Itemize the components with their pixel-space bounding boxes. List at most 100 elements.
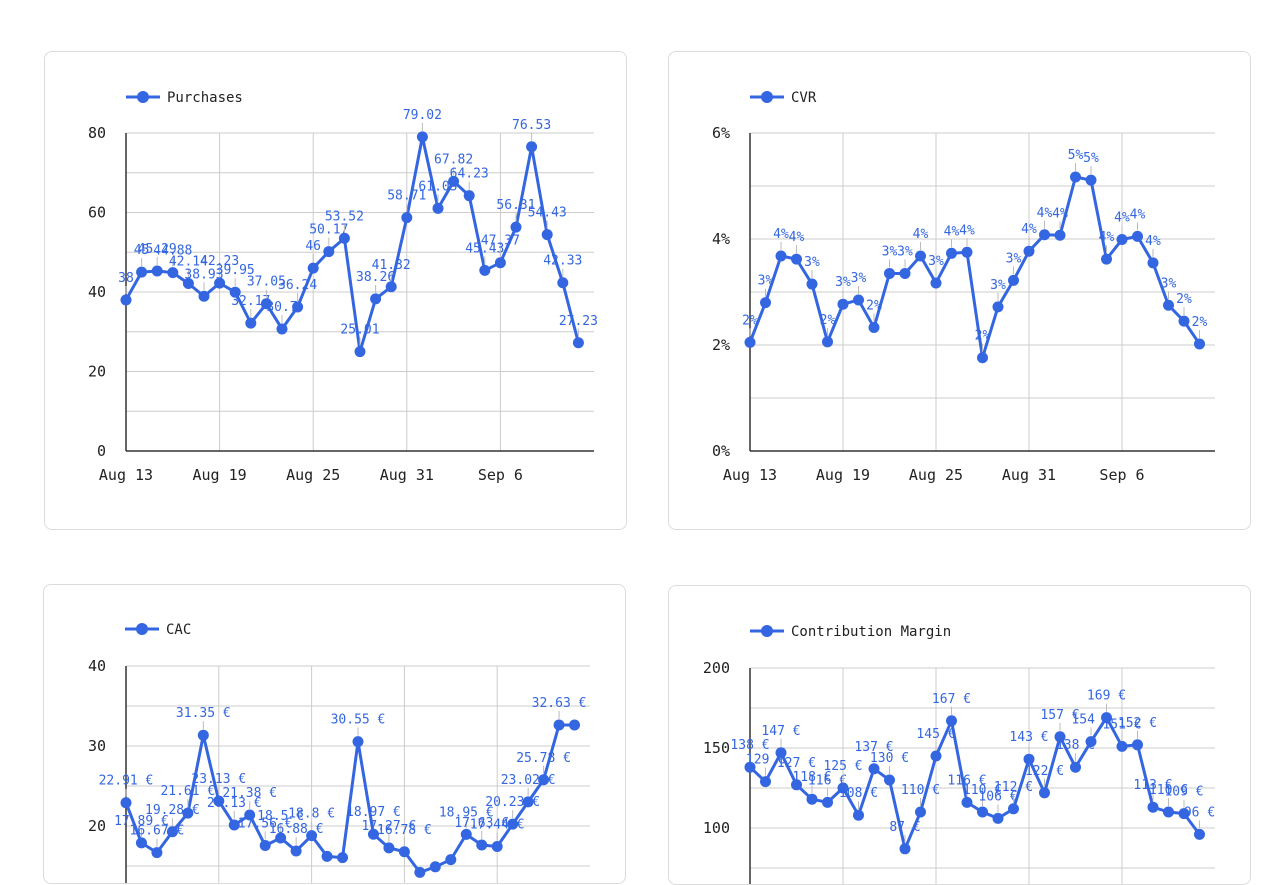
purchases-data-label: 79.02 [403,108,442,123]
contribution-margin-data-label: 96 € [1184,805,1215,820]
y-tick-label: 20 [88,363,106,381]
x-tick-label: Aug 13 [99,466,153,484]
contribution-margin-data-label: 112 € [994,780,1033,795]
purchases-chart-card: 0 20 40 60 80 Aug 13 Aug 19 Aug 25 Aug 31 Sep 6 Pu… [44,51,627,530]
contribution-margin-point [791,779,802,791]
cvr-data-label: 5% [1068,148,1084,163]
cvr-data-label: 5% [1083,151,1099,166]
cac-point [398,846,410,858]
contribution-margin-point [1023,753,1035,765]
purchases-point [167,267,179,279]
cvr-point [1178,315,1190,327]
contribution-margin-data-label: 127 € [777,756,816,771]
cvr-point [868,322,880,334]
cac-data-label: 20.13 € [207,796,262,811]
contribution-margin-point [1070,761,1081,773]
contribution-margin-data-label: 110 € [963,783,1002,798]
cac-chart-card: 20 30 40 CAC 22.91 €17.89 €16.67 €19.28 €21.… [43,584,626,884]
contribution-margin-data-label: 108 € [839,786,878,801]
purchases-point [572,337,584,349]
purchases-data-label: 50.17 [309,223,348,238]
cvr-data-label: 4% [789,230,805,245]
cvr-point [977,352,988,364]
contribution-margin-data-label: 122 € [1025,764,1064,779]
cac-point [538,774,550,786]
contribution-margin-point [760,776,771,788]
cvr-data-label: 2% [1192,315,1208,330]
purchases-point [120,294,132,306]
cac-point [553,719,565,731]
cac-point [306,830,318,842]
cvr-data-label: 3% [1161,276,1177,291]
purchases-data-label: 42.14 [169,254,208,269]
cac-point [151,847,163,859]
cvr-point [1116,234,1128,246]
cvr-point [791,253,802,265]
y-tick-label: 30 [88,737,106,755]
cvr-data-label: 3% [928,254,944,269]
x-tick-label: Sep 6 [1099,466,1144,484]
cac-point [182,807,194,819]
contribution-margin-point [1147,801,1159,813]
cac-point [275,832,287,844]
legend-marker [136,623,148,635]
x-tick-label: Sep 6 [478,466,523,484]
legend-marker [137,91,149,103]
purchases-data-label: 56.31 [496,198,535,213]
purchases-data-label: 44.88 [153,244,192,259]
contribution-margin-data-label: 169 € [1087,689,1126,704]
cvr-data-label: 3% [1006,251,1022,266]
cac-data-label: 16.78 € [377,823,432,838]
cvr-point [899,267,911,279]
cac-point [476,839,488,851]
cac-point [367,828,379,840]
cvr-data-label: 3% [851,271,867,286]
cvr-data-label: 2% [820,313,836,328]
cvr-point [961,246,973,258]
purchases-data-label: 25.01 [340,323,379,338]
purchases-point [401,212,413,224]
contribution-margin-data-label: 110 € [901,783,940,798]
contribution-margin-data-label: 109 € [1164,785,1203,800]
cvr-point [806,278,818,290]
contribution-margin-data-label: 138 € [730,738,769,753]
purchases-data-label: 61.05 [418,179,457,194]
contribution-margin-data-label: 110 € [1149,783,1188,798]
cvr-data-label: 2% [742,313,758,328]
purchases-point [354,346,366,358]
y-tick-label: 40 [88,657,106,675]
purchases-data-label: 32.17 [231,294,270,309]
cac-data-label: 32.63 € [532,696,587,711]
cac-point [228,819,240,831]
cac-point [337,852,349,864]
contribution-margin-point [1008,803,1019,815]
cac-data-label: 22.91 € [99,774,154,789]
purchases-data-label: 39.95 [216,263,255,278]
purchases-point [292,301,304,313]
contribution-margin-point [744,761,756,773]
purchases-point [432,202,444,214]
cvr-data-label: 3% [882,244,898,259]
legend-marker [761,625,773,637]
purchases-point [338,232,350,244]
cac-data-label: 23.13 € [191,772,246,787]
y-tick-label: 2% [712,336,730,354]
purchases-point [198,290,210,302]
purchases-point [463,190,475,202]
purchases-data-label: 38.93 [184,267,223,282]
cvr-point [1008,274,1019,286]
cvr-data-label: 4% [913,227,929,242]
cvr-data-label: 4% [773,227,789,242]
purchases-point [557,277,569,289]
purchases-data-label: 67.82 [434,152,473,167]
contribution-margin-chart-card: 100 150 200 Contribution Margin 138 €129 €14… [668,585,1251,885]
cvr-point [822,336,833,348]
purchases-data-label: 42.33 [543,254,582,269]
purchases-data-label: 38 [118,271,134,286]
purchases-data-label: 45.29 [138,242,177,257]
cvr-data-label: 4% [1052,206,1068,221]
x-tick-label: Aug 31 [380,466,434,484]
cac-data-label: 17.56 € [238,817,293,832]
y-tick-label: 60 [88,204,106,222]
